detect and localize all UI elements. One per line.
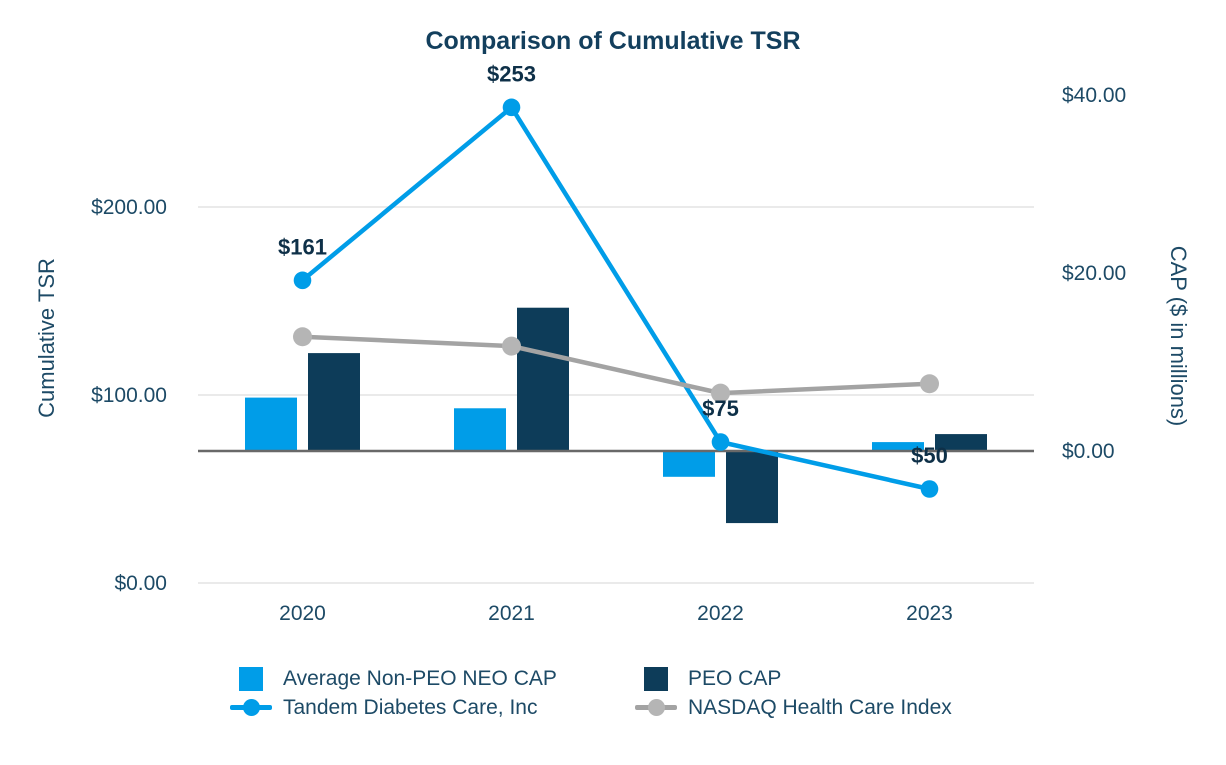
- peo-cap-swatch: [644, 666, 668, 691]
- line-nasdaq-health-care-index: [300, 334, 932, 396]
- left-axis-tick-label: $200.00: [91, 196, 167, 219]
- point-label: $75: [702, 396, 739, 421]
- left-axis-tick-label: $0.00: [114, 572, 167, 595]
- right-axis-tick-label: $40.00: [1062, 84, 1126, 107]
- marker-nasdaq: [293, 327, 312, 347]
- bar-peo-cap: [935, 434, 987, 451]
- bar-avg-non-peo-neo-cap: [872, 442, 924, 451]
- left-axis-title: Cumulative TSR: [34, 258, 59, 418]
- chart-title: Comparison of Cumulative TSR: [425, 27, 801, 55]
- bar-avg-non-peo-neo-cap: [245, 397, 297, 451]
- x-axis-label: 2021: [488, 602, 535, 625]
- right-axis-title: CAP ($ in millions): [1166, 245, 1191, 427]
- legend-label: Average Non-PEO NEO CAP: [283, 666, 557, 690]
- marker-tandem: [711, 433, 730, 451]
- marker-tandem: [920, 480, 939, 498]
- point-label: $253: [487, 61, 536, 86]
- x-axis-label: 2022: [697, 602, 744, 625]
- legend-item-avg-non-peo-neo-cap: Average Non-PEO NEO CAP: [230, 666, 635, 691]
- legend-item-nasdaq: NASDAQ Health Care Index: [635, 696, 952, 720]
- bar-swatch-icon: [230, 666, 272, 691]
- line-tandem-diabetes-care: [300, 105, 932, 492]
- tandem-dot-swatch: [242, 699, 260, 716]
- legend-label: PEO CAP: [688, 666, 782, 690]
- bar-peo-cap: [517, 307, 569, 451]
- x-axis-label: 2023: [906, 602, 953, 625]
- line-marker-icon: [230, 696, 272, 720]
- line-marker-icon: [635, 696, 677, 720]
- legend-item-peo-cap: PEO CAP: [635, 666, 952, 691]
- right-axis-tick-label: $20.00: [1062, 262, 1126, 285]
- legend: Average Non-PEO NEO CAP PEO CAP Tandem D…: [230, 664, 952, 722]
- point-label: $161: [278, 234, 327, 259]
- avg-non-peo-neo-cap-swatch: [239, 666, 263, 691]
- marker-nasdaq: [502, 336, 521, 356]
- bar-peo-cap: [308, 353, 360, 451]
- bar-peo-cap: [726, 451, 778, 524]
- legend-item-tandem: Tandem Diabetes Care, Inc: [230, 696, 635, 720]
- x-axis-label: 2020: [279, 602, 326, 625]
- legend-label: Tandem Diabetes Care, Inc: [283, 695, 538, 719]
- bar-avg-non-peo-neo-cap: [454, 408, 506, 451]
- bar-swatch-icon: [635, 666, 677, 691]
- right-axis-tick-label: $0.00: [1062, 440, 1115, 463]
- marker-tandem: [502, 98, 521, 117]
- point-label: $50: [911, 443, 948, 468]
- marker-nasdaq: [711, 383, 730, 403]
- bar-avg-non-peo-neo-cap: [663, 451, 715, 477]
- left-axis-tick-label: $100.00: [91, 384, 167, 407]
- marker-nasdaq: [920, 374, 939, 394]
- nasdaq-dot-swatch: [647, 699, 665, 716]
- marker-tandem: [293, 271, 312, 290]
- legend-label: NASDAQ Health Care Index: [688, 695, 952, 719]
